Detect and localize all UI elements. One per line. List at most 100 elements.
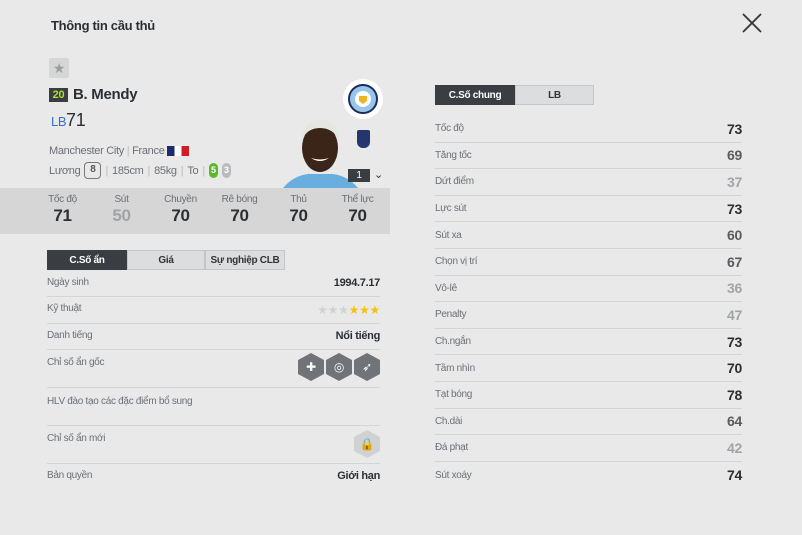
- stat-row: Chọn vị trí 67: [435, 249, 742, 276]
- nation-name: France: [132, 145, 165, 157]
- summary-stat-value: 70: [348, 206, 367, 225]
- weight: 85kg: [154, 164, 177, 177]
- summary-stat-value: 70: [230, 206, 249, 225]
- stat-row: Penalty 47: [435, 302, 742, 329]
- summary-stat: Rê bóng 70: [210, 188, 269, 234]
- stat-label: Sút xoáy: [435, 469, 472, 481]
- fame-row: Danh tiếng Nổi tiếng: [47, 330, 380, 350]
- summary-stats: Tốc độ 71 Sút 50 Chuyền 70 Rê bóng 70 Thủ 70 Thể l…: [0, 188, 390, 234]
- skill-stars: ★★★★★★: [317, 303, 380, 323]
- tab-hidden-stats[interactable]: C.Số ẩn: [47, 250, 127, 270]
- summary-stat-label: Rê bóng: [221, 194, 258, 205]
- stat-row: Sút xa 60: [435, 222, 742, 249]
- star-icon: ★: [317, 303, 328, 317]
- summary-stat-label: Thủ: [290, 194, 307, 205]
- summary-stat-label: Chuyền: [164, 194, 197, 205]
- star-icon: ★: [327, 303, 339, 317]
- stat-label: Sút xa: [435, 229, 462, 241]
- birth-label: Ngày sinh: [47, 277, 89, 288]
- stat-label: Tầm nhìn: [435, 362, 475, 374]
- stat-value: 73: [727, 120, 742, 137]
- summary-stat-value: 70: [171, 206, 190, 225]
- left-foot-rating: 5: [208, 163, 218, 178]
- stat-row: Dứt điểm 37: [435, 169, 742, 196]
- summary-stat: Sút 50: [92, 188, 151, 234]
- stat-value: 67: [727, 253, 742, 270]
- salary-value: 8: [84, 162, 102, 179]
- stat-row: Sút xoáy 74: [435, 462, 742, 489]
- stat-row: Tăng tốc 69: [435, 143, 742, 170]
- summary-stat: Tốc độ 71: [33, 188, 92, 234]
- summary-stat: Thể lực 70: [328, 188, 387, 234]
- fame-value: Nổi tiếng: [335, 330, 381, 342]
- star-icon: ★: [348, 303, 360, 317]
- ambulance-icon[interactable]: ✚: [298, 353, 324, 381]
- coach-label: HLV đào tạo các đặc điểm bổ sung: [47, 396, 193, 407]
- tab-general-stats[interactable]: C.Số chung: [435, 85, 515, 105]
- summary-stat-label: Tốc độ: [48, 194, 77, 205]
- fame-label: Danh tiếng: [47, 330, 93, 341]
- stat-value: 42: [727, 439, 742, 456]
- upgrade-level-select[interactable]: 1: [348, 169, 370, 182]
- summary-stat-label: Thể lực: [341, 194, 374, 205]
- national-team-logo: [357, 130, 370, 148]
- stat-label: Đá phạt: [435, 442, 468, 454]
- birth-row: Ngày sinh 1994.7.17: [47, 277, 380, 297]
- player-name: B. Mendy: [73, 86, 138, 103]
- lock-icon[interactable]: 🔒: [354, 430, 380, 458]
- license-row: Bản quyền Giới hạn: [47, 470, 380, 488]
- stat-label: Penalty: [435, 309, 467, 321]
- birth-value: 1994.7.17: [333, 277, 381, 289]
- summary-stat-value: 70: [289, 206, 308, 225]
- stat-label: Dứt điểm: [435, 176, 474, 188]
- stat-value: 70: [727, 360, 742, 377]
- speed-dribbler-icon[interactable]: ➶: [354, 353, 380, 381]
- height: 185cm: [112, 164, 144, 177]
- star-icon: ★: [369, 303, 381, 317]
- stat-label: Tốc độ: [435, 123, 464, 135]
- stat-label: Ch.ngắn: [435, 336, 471, 348]
- stat-label: Vô-lê: [435, 282, 457, 294]
- traits-label: Chỉ số ẩn gốc: [47, 357, 105, 368]
- stat-row: Ch.ngắn 73: [435, 329, 742, 356]
- star-icon: ★: [359, 303, 370, 317]
- close-icon[interactable]: [740, 12, 764, 34]
- stat-label: Tăng tốc: [435, 149, 472, 161]
- star-icon: ★: [338, 303, 349, 317]
- club-name: Manchester City: [49, 145, 124, 157]
- stat-value: 73: [727, 200, 742, 217]
- stat-row: Vô-lê 36: [435, 276, 742, 303]
- traits-row: Chỉ số ẩn gốc ✚ ◎ ➶: [47, 353, 380, 388]
- stat-row: Ch.dài 64: [435, 409, 742, 436]
- page-title: Thông tin cầu thủ: [51, 18, 155, 33]
- chevron-down-icon[interactable]: ⌄: [374, 169, 383, 181]
- stat-value: 73: [727, 333, 742, 350]
- summary-stat-value: 71: [53, 206, 72, 225]
- stat-value: 60: [727, 227, 742, 244]
- club-logo: [343, 79, 383, 119]
- long-throw-icon[interactable]: ◎: [326, 353, 352, 381]
- stat-row: Tạt bóng 78: [435, 382, 742, 409]
- coach-row: HLV đào tạo các đặc điểm bổ sung: [47, 396, 380, 426]
- license-value: Giới hạn: [337, 470, 380, 482]
- stat-label: Ch.dài: [435, 415, 463, 427]
- summary-stat: Chuyền 70: [151, 188, 210, 234]
- tab-club-career[interactable]: Sự nghiệp CLB: [205, 250, 285, 270]
- stat-value: 64: [727, 413, 742, 430]
- favorite-star-button[interactable]: ★: [49, 58, 69, 78]
- new-traits-label: Chỉ số ẩn mới: [47, 433, 106, 444]
- stat-value: 37: [727, 173, 742, 190]
- stat-value: 36: [727, 280, 742, 297]
- summary-stat-label: Sút: [114, 194, 129, 205]
- stat-value: 69: [727, 147, 742, 164]
- tab-position-stats[interactable]: LB: [515, 85, 594, 105]
- stat-label: Tạt bóng: [435, 389, 473, 401]
- stat-row: Lực sút 73: [435, 196, 742, 223]
- left-tabs: C.Số ẩn Giá Sự nghiệp CLB: [47, 250, 285, 270]
- player-ovr: 71: [66, 110, 86, 130]
- stat-row: Đá phạt 42: [435, 435, 742, 462]
- tab-price[interactable]: Giá: [127, 250, 205, 270]
- right-foot-rating: 3: [221, 163, 231, 178]
- france-flag-icon: [167, 146, 190, 157]
- stat-label: Chọn vị trí: [435, 256, 478, 268]
